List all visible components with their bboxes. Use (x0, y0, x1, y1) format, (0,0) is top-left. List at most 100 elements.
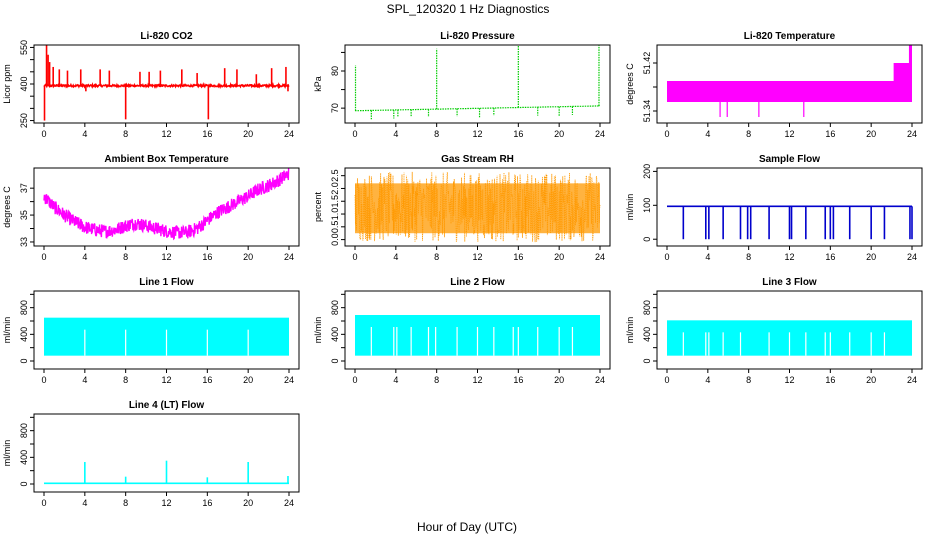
panel-2: Li-820 Pressure kPa 0 4 8 12 16 20 24 70 80 (313, 31, 611, 139)
x-tick-label: 8 (746, 129, 751, 139)
x-tick-label: 12 (472, 129, 482, 139)
panel-ylabel: kPa (313, 76, 323, 92)
plot-area (667, 320, 912, 356)
y-tick-label: 35 (19, 210, 29, 220)
x-tick-label: 4 (705, 252, 710, 262)
x-tick-label: 20 (866, 375, 876, 385)
x-tick-label: 20 (243, 129, 253, 139)
panel-title: Line 3 Flow (762, 277, 817, 288)
plot-area (43, 45, 290, 121)
x-tick-label: 12 (784, 129, 794, 139)
panel-title: Ambient Box Temperature (104, 154, 229, 165)
x-tick-label: 4 (82, 252, 87, 262)
x-tick-label: 4 (393, 375, 398, 385)
x-tick-label: 20 (866, 252, 876, 262)
y-tick-label: 200 (642, 164, 652, 179)
y-tick-label: 2.5 (330, 169, 340, 182)
x-tick-label: 0 (41, 129, 46, 139)
y-tick-label: 800 (330, 300, 340, 315)
x-tick-label: 24 (595, 129, 605, 139)
x-tick-label: 16 (513, 252, 523, 262)
y-tick-label: 400 (19, 76, 29, 91)
x-tick-label: 24 (284, 375, 294, 385)
x-tick-label: 0 (41, 252, 46, 262)
x-tick-label: 20 (243, 375, 253, 385)
x-tick-label: 16 (202, 498, 212, 508)
y-tick-label: 1.5 (330, 195, 340, 208)
x-tick-label: 16 (513, 129, 523, 139)
x-tick-label: 4 (82, 129, 87, 139)
x-tick-label: 24 (595, 375, 605, 385)
figure-xlabel: Hour of Day (UTC) (417, 520, 517, 534)
x-tick-label: 16 (202, 375, 212, 385)
panel-ylabel: ml/min (2, 317, 12, 344)
x-tick-label: 16 (513, 375, 523, 385)
plot-area (354, 171, 601, 243)
panel-title: Sample Flow (759, 154, 820, 165)
x-tick-label: 20 (243, 252, 253, 262)
band-area (667, 81, 908, 102)
x-tick-label: 4 (705, 129, 710, 139)
x-tick-label: 12 (472, 375, 482, 385)
panel-9: Line 3 Flow ml/min 0 4 8 12 16 20 24 0 400 800 (625, 277, 923, 385)
x-tick-label: 16 (825, 129, 835, 139)
panel-title: Line 1 Flow (139, 277, 194, 288)
x-tick-label: 24 (284, 498, 294, 508)
x-tick-label: 12 (784, 252, 794, 262)
panel-4: Ambient Box Temperature degrees C 0 4 8 12 16 2… (2, 154, 300, 262)
x-tick-label: 8 (434, 375, 439, 385)
y-tick-label: 0 (330, 358, 340, 363)
y-tick-label: 800 (19, 300, 29, 315)
x-tick-label: 24 (284, 129, 294, 139)
panel-ylabel: degrees C (2, 186, 12, 228)
x-tick-label: 0 (41, 375, 46, 385)
x-tick-label: 20 (554, 375, 564, 385)
x-tick-label: 24 (907, 375, 917, 385)
panel-title: Li-820 Pressure (440, 31, 515, 42)
x-tick-label: 8 (123, 252, 128, 262)
x-tick-label: 12 (784, 375, 794, 385)
series-line (354, 171, 601, 243)
x-tick-label: 24 (595, 252, 605, 262)
x-tick-label: 8 (123, 129, 128, 139)
x-tick-label: 16 (202, 252, 212, 262)
y-tick-label: 400 (642, 327, 652, 342)
x-tick-label: 12 (161, 375, 171, 385)
y-tick-label: 550 (19, 40, 29, 55)
x-tick-label: 12 (472, 252, 482, 262)
panel-title: Line 2 Flow (450, 277, 505, 288)
panel-ylabel: ml/min (313, 317, 323, 344)
plot-area (43, 168, 290, 241)
y-tick-label: 0 (19, 358, 29, 363)
x-tick-label: 0 (352, 129, 357, 139)
x-tick-label: 0 (664, 252, 669, 262)
x-tick-label: 20 (554, 252, 564, 262)
y-tick-label: 2.0 (330, 182, 340, 195)
x-tick-label: 20 (866, 129, 876, 139)
x-tick-label: 12 (161, 498, 171, 508)
panel-ylabel: ml/min (625, 194, 635, 221)
x-tick-label: 20 (554, 129, 564, 139)
panel-title: Gas Stream RH (441, 154, 514, 165)
y-tick-label: 51.42 (642, 52, 652, 75)
x-tick-label: 16 (202, 129, 212, 139)
panel-title: Line 4 (LT) Flow (129, 400, 205, 411)
x-tick-label: 12 (161, 252, 171, 262)
y-tick-label: 0 (642, 237, 652, 242)
x-tick-label: 8 (123, 375, 128, 385)
x-tick-label: 8 (746, 375, 751, 385)
y-tick-label: 70 (330, 103, 340, 113)
x-tick-label: 24 (284, 252, 294, 262)
x-tick-label: 0 (352, 375, 357, 385)
panel-10: Line 4 (LT) Flow ml/min 0 4 8 12 16 20 24 0 400 800 (2, 400, 300, 508)
series-line (43, 168, 290, 241)
plot-area (667, 45, 912, 117)
panel-8: Line 2 Flow ml/min 0 4 8 12 16 20 24 0 400 800 (313, 277, 611, 385)
y-tick-label: 800 (642, 300, 652, 315)
x-tick-label: 24 (907, 129, 917, 139)
series-line (355, 105, 600, 112)
panel-ylabel: ml/min (2, 440, 12, 467)
x-tick-label: 4 (82, 375, 87, 385)
y-tick-label: 250 (19, 113, 29, 128)
